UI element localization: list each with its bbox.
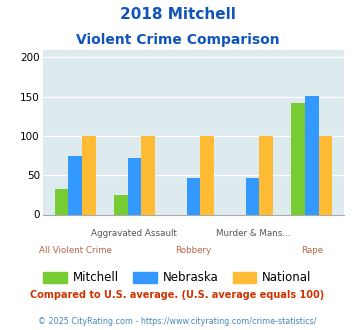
Text: Murder & Mans...: Murder & Mans... <box>215 229 290 238</box>
Bar <box>246 178 260 214</box>
Legend: Mitchell, Nebraska, National: Mitchell, Nebraska, National <box>39 267 316 289</box>
Bar <box>319 136 332 214</box>
Text: Violent Crime Comparison: Violent Crime Comparison <box>76 33 279 47</box>
Text: Robbery: Robbery <box>175 246 212 255</box>
Text: Rape: Rape <box>301 246 323 255</box>
Bar <box>260 136 273 214</box>
Bar <box>305 96 319 214</box>
Bar <box>114 195 127 214</box>
Bar <box>69 155 82 214</box>
Text: Aggravated Assault: Aggravated Assault <box>91 229 177 238</box>
Bar <box>82 136 95 214</box>
Bar <box>141 136 155 214</box>
Bar <box>187 178 200 214</box>
Text: 2018 Mitchell: 2018 Mitchell <box>120 7 235 21</box>
Bar <box>200 136 214 214</box>
Text: Compared to U.S. average. (U.S. average equals 100): Compared to U.S. average. (U.S. average … <box>31 290 324 300</box>
Text: © 2025 CityRating.com - https://www.cityrating.com/crime-statistics/: © 2025 CityRating.com - https://www.city… <box>38 317 317 326</box>
Bar <box>55 188 68 214</box>
Text: All Violent Crime: All Violent Crime <box>39 246 111 255</box>
Bar <box>127 158 141 214</box>
Bar <box>291 103 305 214</box>
